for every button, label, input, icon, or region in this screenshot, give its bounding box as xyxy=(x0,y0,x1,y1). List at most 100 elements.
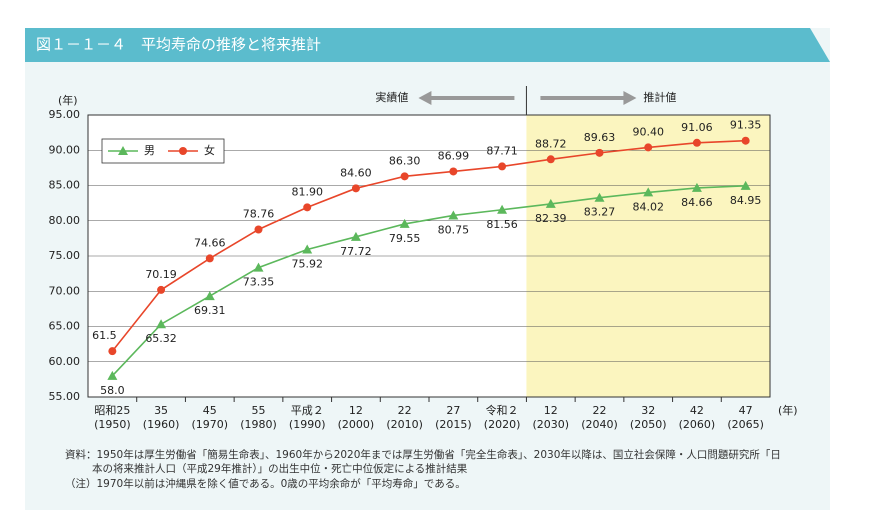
legend-label: 女 xyxy=(204,143,215,157)
data-label: 91.35 xyxy=(730,119,762,132)
data-label: 86.30 xyxy=(389,154,421,167)
marker xyxy=(107,370,118,380)
x-tick-label: 42 xyxy=(690,404,704,417)
x-tick-label: (2065) xyxy=(727,418,764,431)
marker xyxy=(498,162,507,171)
x-tick-label: 55 xyxy=(252,404,266,417)
axis-unit: (年) xyxy=(778,403,798,417)
marker xyxy=(546,155,555,164)
x-tick-label: (2040) xyxy=(581,418,618,431)
x-tick-label: (2015) xyxy=(435,418,472,431)
y-tick-label: 80.00 xyxy=(49,214,81,227)
data-label: 84.95 xyxy=(730,194,762,207)
x-tick-label: 32 xyxy=(641,404,655,417)
marker xyxy=(449,167,458,176)
marker xyxy=(643,187,654,197)
x-tick-label: (2060) xyxy=(679,418,716,431)
marker xyxy=(204,291,215,301)
marker xyxy=(157,285,166,294)
y-tick-label: 70.00 xyxy=(49,284,81,297)
data-label: 74.66 xyxy=(194,236,226,249)
x-tick-label: (1950) xyxy=(94,418,131,431)
marker xyxy=(179,147,187,155)
data-label: 87.71 xyxy=(486,144,518,157)
x-tick-label: (2020) xyxy=(484,418,521,431)
marker xyxy=(740,180,751,190)
note: 資料：1950年は厚生労働省「簡易生命表」、1960年から2020年までは厚生労… xyxy=(65,448,781,461)
marker xyxy=(118,146,128,155)
data-label: 73.35 xyxy=(243,276,275,289)
annotation: 実績値 xyxy=(375,90,408,104)
x-tick-label: (2050) xyxy=(630,418,667,431)
marker xyxy=(545,198,556,208)
data-label: 81.56 xyxy=(486,218,518,231)
marker xyxy=(692,138,701,147)
data-label: 83.27 xyxy=(584,206,616,219)
marker xyxy=(108,347,117,356)
data-label: 89.63 xyxy=(584,131,616,144)
data-label: 78.76 xyxy=(243,207,275,220)
chart: 実績値 推計値 (年) 55.00 60.00 65.00 70.00 75.00 80.00 8… xyxy=(49,86,798,431)
data-label: 88.72 xyxy=(535,137,567,150)
x-tick-label: (2010) xyxy=(386,418,423,431)
header-band xyxy=(25,28,830,62)
legend-label: 男 xyxy=(144,144,155,157)
data-label: 90.40 xyxy=(632,125,664,138)
x-tick-label: 45 xyxy=(203,404,217,417)
data-label: 81.90 xyxy=(291,185,323,198)
marker xyxy=(350,231,361,241)
x-tick-label: 35 xyxy=(154,404,168,417)
arrow xyxy=(418,91,515,105)
series-line xyxy=(111,185,746,377)
data-label: 77.72 xyxy=(340,245,372,258)
data-label: 65.32 xyxy=(145,332,177,345)
y-tick-label: 85.00 xyxy=(49,179,81,192)
note: （注）1970年以前は沖縄県を除く値である。0歳の平均余命が「平均寿命」である。 xyxy=(65,477,466,490)
x-tick-label: 12 xyxy=(544,404,558,417)
marker xyxy=(741,136,750,145)
y-tick-label: 65.00 xyxy=(49,320,81,333)
axis-unit: (年) xyxy=(58,93,78,107)
marker xyxy=(302,244,313,254)
y-tick-label: 55.00 xyxy=(49,390,81,403)
y-tick-label: 60.00 xyxy=(49,355,81,368)
data-label: 80.75 xyxy=(438,223,470,236)
y-tick-label: 95.00 xyxy=(49,108,81,121)
x-tick-label: 22 xyxy=(398,404,412,417)
marker xyxy=(497,204,508,214)
x-tick-label: 令和２ xyxy=(486,403,519,417)
x-tick-label: 平成２ xyxy=(291,404,324,417)
header-title: 図１－１－４ 平均寿命の推移と将来推計 xyxy=(36,36,321,54)
x-tick-label: (2030) xyxy=(532,418,569,431)
data-label: 84.66 xyxy=(681,196,713,209)
marker xyxy=(156,319,167,329)
marker xyxy=(595,148,604,157)
data-label: 91.06 xyxy=(681,121,713,134)
marker xyxy=(644,143,653,152)
y-tick-label: 75.00 xyxy=(49,249,81,262)
x-tick-label: 22 xyxy=(593,404,607,417)
x-tick-label: (1980) xyxy=(240,418,277,431)
data-label: 70.19 xyxy=(145,268,177,281)
marker xyxy=(448,210,459,220)
marker xyxy=(399,218,410,228)
data-label: 82.39 xyxy=(535,212,567,225)
note: 本の将来推計人口（平成29年推計）」の出生中位・死亡中位仮定による推計結果 xyxy=(92,462,468,475)
x-tick-label: (1970) xyxy=(191,418,228,431)
data-label: 58.0 xyxy=(100,384,125,397)
marker xyxy=(594,192,605,202)
x-tick-label: 12 xyxy=(349,404,363,417)
x-tick-label: (2000) xyxy=(338,418,375,431)
annotation: 推計値 xyxy=(643,90,676,104)
y-tick-label: 90.00 xyxy=(49,143,81,156)
marker xyxy=(303,203,312,212)
data-label: 69.31 xyxy=(194,304,226,317)
data-label: 79.55 xyxy=(389,232,421,245)
series-line xyxy=(111,139,746,352)
marker xyxy=(400,172,409,181)
x-tick-label: 47 xyxy=(739,404,753,417)
x-tick-label: 昭和25 xyxy=(94,404,130,417)
arrow xyxy=(540,91,637,105)
marker xyxy=(351,184,360,193)
